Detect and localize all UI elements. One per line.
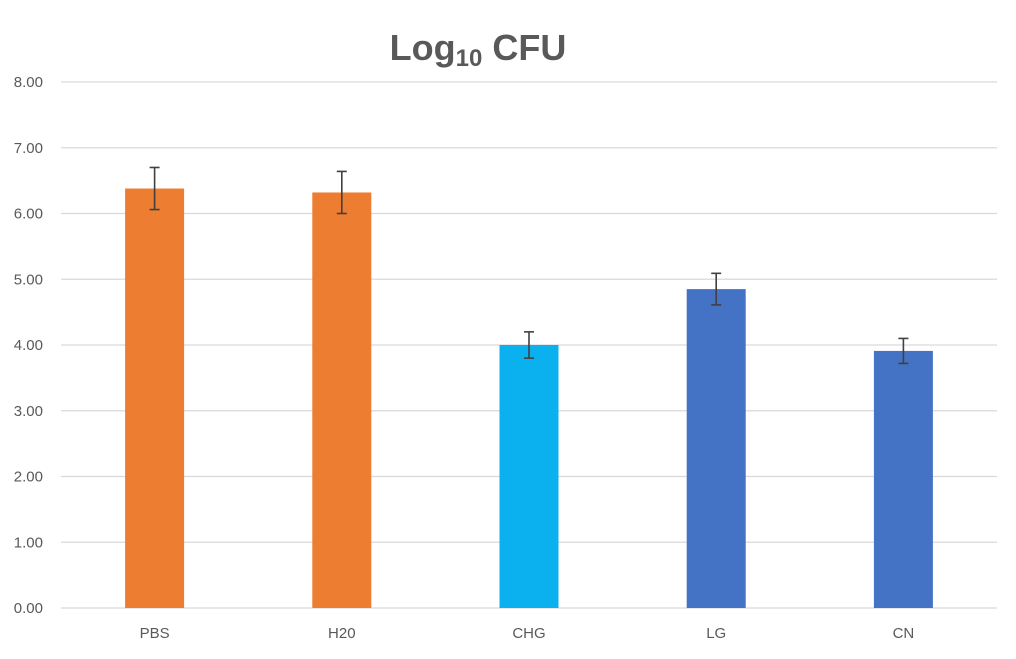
chart-title: Log10 CFU [390, 27, 567, 72]
x-tick-label-chg: CHG [512, 625, 545, 642]
y-tick-label-0: 0.00 [14, 600, 43, 617]
x-tick-label-lg: LG [706, 625, 726, 642]
error-bars [149, 166, 909, 365]
y-tick-label-5: 5.00 [14, 271, 43, 288]
chart-title-subscript: 10 [456, 45, 483, 72]
bar-h20 [312, 192, 372, 608]
y-tick-label-8: 8.00 [14, 74, 43, 91]
x-axis-labels: PBS H20 CHG LG CN [140, 625, 915, 642]
y-axis-ticks: 0.00 1.00 2.00 3.00 4.00 5.00 6.00 7.00 8.00 [14, 74, 43, 617]
bars [125, 188, 933, 608]
x-tick-label-cn: CN [893, 625, 915, 642]
x-tick-label-h20: H20 [328, 625, 356, 642]
y-tick-label-1: 1.00 [14, 534, 43, 551]
x-tick-label-pbs: PBS [140, 625, 170, 642]
y-tick-label-3: 3.00 [14, 403, 43, 420]
y-tick-label-4: 4.00 [14, 337, 43, 354]
bar-lg [686, 289, 746, 608]
y-tick-label-2: 2.00 [14, 469, 43, 486]
chart-title-main: Log [390, 27, 456, 68]
bar-chg [499, 345, 559, 608]
chart-title-suffix: CFU [482, 27, 566, 68]
y-tick-label-6: 6.00 [14, 206, 43, 223]
y-tick-label-7: 7.00 [14, 140, 43, 157]
bar-cn [873, 350, 933, 608]
bar-pbs [125, 188, 185, 608]
